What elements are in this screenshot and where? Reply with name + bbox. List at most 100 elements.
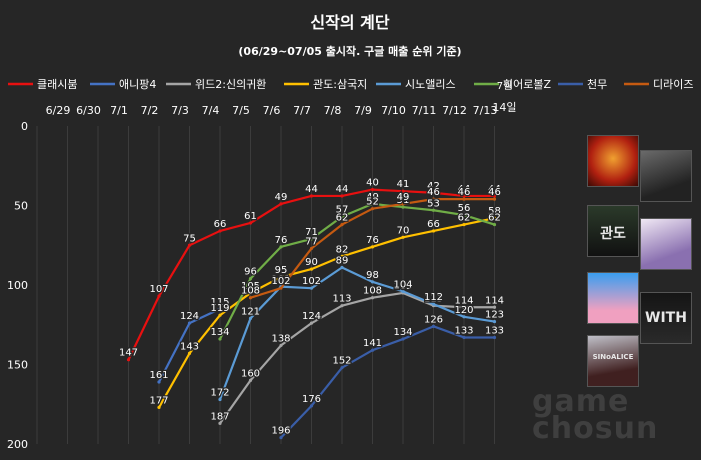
x-tick-label: 7/13 — [473, 104, 498, 117]
data-point — [401, 289, 405, 293]
data-label: 141 — [363, 338, 382, 349]
data-label: 119 — [210, 303, 229, 314]
data-label: 46 — [458, 187, 471, 198]
data-label: 102 — [271, 276, 290, 287]
data-point — [340, 215, 344, 219]
data-point — [462, 194, 466, 198]
data-label: 104 — [393, 279, 412, 290]
legend-label: 위드2:신의귀환 — [195, 78, 266, 91]
data-point — [370, 202, 375, 206]
data-point — [279, 275, 283, 279]
data-label: 105 — [393, 281, 412, 292]
data-label: 107 — [149, 284, 168, 295]
data-point — [248, 296, 253, 300]
data-point — [279, 202, 283, 206]
data-label: 89 — [336, 256, 349, 267]
data-point — [431, 208, 436, 212]
data-point — [309, 194, 314, 198]
data-point — [492, 305, 497, 309]
legend-label: 시노앨리스 — [405, 78, 456, 91]
data-point — [370, 280, 375, 284]
data-point — [340, 194, 344, 198]
watermark: game chosun — [532, 384, 659, 446]
data-label: 196 — [271, 426, 290, 437]
data-label: 76 — [366, 235, 379, 246]
data-point — [279, 286, 283, 290]
data-label: 66 — [214, 219, 227, 230]
data-label: 108 — [363, 286, 382, 297]
data-point — [431, 324, 436, 328]
data-point — [401, 202, 405, 206]
data-point — [218, 397, 222, 402]
chart-subtitle: (06/29~07/05 출시작. 구글 매출 순위 기준) — [238, 44, 461, 58]
data-label: 134 — [393, 327, 412, 338]
thumb-gwando: 관도 — [587, 205, 639, 257]
data-label: 121 — [241, 306, 260, 317]
series-line — [219, 291, 495, 424]
watermark-line2: chosun — [532, 411, 659, 446]
x-tick-label: 7월 — [497, 80, 513, 92]
data-point — [462, 315, 466, 319]
data-label: 134 — [210, 327, 229, 338]
watermark-line1: game — [532, 384, 630, 419]
thumb-dark-warrior — [640, 150, 692, 202]
data-label: 49 — [366, 192, 379, 203]
data-label: 56 — [458, 203, 471, 214]
data-point — [309, 237, 314, 241]
data-point — [492, 335, 497, 340]
data-label: 46 — [427, 187, 440, 198]
data-point — [370, 348, 375, 352]
data-label: 40 — [366, 178, 379, 189]
data-point — [309, 404, 314, 408]
thumbnail-logo: SINoALICE — [592, 353, 634, 361]
data-point — [492, 222, 497, 227]
data-label: 95 — [275, 265, 288, 276]
data-point — [492, 197, 497, 201]
data-label: 120 — [454, 305, 473, 316]
data-label: 138 — [271, 333, 290, 344]
data-label: 42 — [427, 181, 440, 192]
data-label: 187 — [210, 411, 229, 422]
x-tick-label: 6/30 — [76, 104, 101, 117]
data-point — [401, 189, 405, 193]
legend-label: 히어로볼Z — [503, 77, 551, 91]
data-point — [309, 321, 314, 325]
data-label: 161 — [149, 370, 168, 381]
thumbnail-logo: 관도 — [600, 226, 626, 242]
series-line — [280, 325, 495, 439]
data-label: 75 — [183, 233, 196, 244]
data-label: 105 — [241, 281, 260, 292]
data-label: 108 — [241, 286, 260, 297]
data-point — [248, 277, 253, 281]
x-tick-label: 6/29 — [46, 104, 71, 117]
data-label: 126 — [424, 314, 443, 325]
data-point — [431, 302, 436, 306]
data-label: 44 — [488, 184, 501, 195]
x-tick-label: 7/8 — [324, 104, 342, 117]
data-point — [157, 405, 161, 410]
plot-area — [126, 188, 497, 440]
thumb-sinoalice: SINoALICE — [587, 335, 639, 387]
data-label: 172 — [210, 387, 229, 398]
data-point — [340, 254, 344, 258]
data-point — [370, 245, 375, 249]
data-point — [401, 235, 405, 239]
x-tick-label: 7/10 — [381, 104, 406, 117]
data-label: 62 — [458, 213, 471, 224]
data-point — [218, 421, 222, 425]
data-point — [126, 358, 131, 362]
grid — [36, 126, 495, 444]
data-point — [401, 337, 405, 341]
thumb-with2: WITH — [640, 292, 692, 344]
y-tick-label: 50 — [14, 200, 28, 213]
x-axis: 6/29 6/30 7/1 7/2 7/3 7/4 7/5 7/6 7/7 7/8 7/9 7/10 7… — [46, 80, 517, 117]
data-point — [187, 351, 192, 355]
data-point — [340, 304, 344, 308]
data-label: 133 — [485, 325, 504, 336]
data-point — [462, 305, 466, 309]
data-label: 124 — [302, 311, 321, 322]
data-point — [309, 246, 314, 251]
legend-label: 클래시붐 — [37, 78, 77, 91]
data-label: 41 — [397, 179, 410, 190]
